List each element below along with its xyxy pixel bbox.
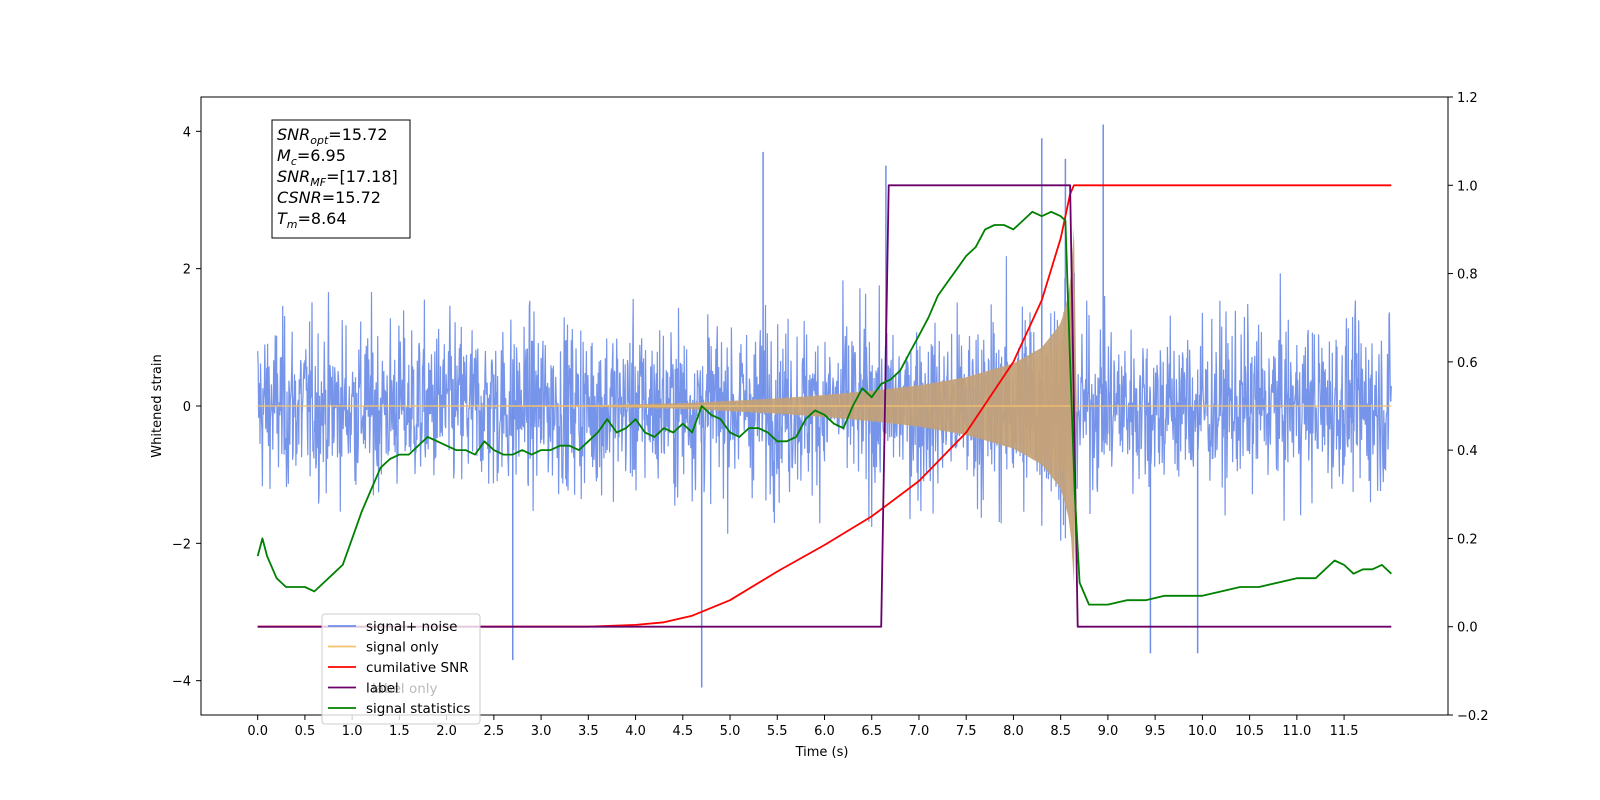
stats-box: SNRopt=15.72Mc=6.95SNRMF=[17.18]CSNR=15.…: [271, 119, 411, 239]
right-y-tick-label: 0.0: [1457, 621, 1478, 636]
x-tick-label: 3.5: [578, 724, 599, 739]
signal-noise-line: [257, 256, 1392, 541]
y-axis-label: Whitened strain: [150, 354, 165, 457]
stats-line: Tm=8.64: [277, 209, 347, 231]
label-series: [257, 184, 1392, 628]
x-tick-label: 6.0: [814, 724, 835, 739]
left-y-tick-label: 2: [183, 263, 191, 278]
left-y-tick-label: −2: [172, 537, 191, 552]
legend-label: signal only: [366, 640, 439, 656]
x-tick-label: 2.0: [436, 724, 457, 739]
right-y-tick-label: 0.4: [1457, 444, 1478, 459]
x-tick-label: 5.0: [720, 724, 741, 739]
stats-line: Mc=6.95: [277, 146, 346, 168]
signal-only-series: [257, 227, 1392, 585]
legend-frame: [321, 613, 481, 725]
x-tick-label: 0.0: [247, 724, 268, 739]
signal-statistics-line: [256, 210, 1392, 606]
x-tick-label: 5.5: [767, 724, 788, 739]
x-tick-label: 1.0: [342, 724, 363, 739]
x-tick-label: 0.5: [295, 724, 316, 739]
x-tick-label: 7.0: [909, 724, 930, 739]
signal-statistics-series: [256, 210, 1392, 606]
x-tick-label: 9.5: [1145, 724, 1166, 739]
right-y-tick-label: 0.8: [1457, 268, 1478, 283]
x-tick-label: 3.0: [531, 724, 552, 739]
stats-line: SNRMF=[17.18]: [277, 167, 398, 189]
x-tick-label: 2.5: [484, 724, 505, 739]
right-y-tick-label: −0.2: [1457, 709, 1489, 724]
legend: label only signal+ noise signal only cumila…: [321, 613, 481, 725]
label-line: [257, 184, 1392, 628]
x-tick-label: 10.5: [1235, 724, 1264, 739]
legend-label: signal+ noise: [366, 619, 457, 635]
stats-line: SNRopt=15.72: [277, 125, 388, 147]
right-y-tick-label: 1.0: [1457, 179, 1478, 194]
x-tick-label: 8.5: [1050, 724, 1071, 739]
x-tick-label: 4.5: [672, 724, 693, 739]
legend-label: cumilative SNR: [366, 660, 469, 676]
x-tick-label: 10.0: [1188, 724, 1217, 739]
plot-area: [256, 124, 1392, 688]
x-tick-label: 6.5: [861, 724, 882, 739]
x-tick-label: 8.0: [1003, 724, 1024, 739]
legend-ghost-label: label only: [372, 681, 438, 697]
left-y-tick-label: −4: [172, 675, 191, 690]
legend-label: signal statistics: [366, 701, 470, 717]
right-y-axis-ticks: −0.2 0.0 0.2 0.4 0.6 0.8 1.0 1.2: [1448, 91, 1489, 724]
left-y-axis-ticks: −4 −2 0 2 4: [172, 125, 201, 690]
left-y-tick-label: 4: [183, 125, 191, 140]
x-tick-label: 11.0: [1282, 724, 1311, 739]
right-y-tick-label: 0.6: [1457, 356, 1478, 371]
x-tick-label: 11.5: [1330, 724, 1359, 739]
legend-label: label: [366, 681, 399, 697]
x-tick-label: 7.5: [956, 724, 977, 739]
right-y-tick-label: 0.2: [1457, 532, 1478, 547]
left-y-tick-label: 0: [183, 400, 191, 415]
stats-box-frame: [271, 119, 411, 239]
x-axis-label: Time (s): [795, 745, 849, 760]
right-y-tick-label: 1.2: [1457, 91, 1478, 106]
x-tick-label: 1.5: [389, 724, 410, 739]
x-tick-label: 4.0: [625, 724, 646, 739]
stats-line: CSNR=15.72: [277, 188, 381, 207]
x-tick-label: 9.0: [1098, 724, 1119, 739]
